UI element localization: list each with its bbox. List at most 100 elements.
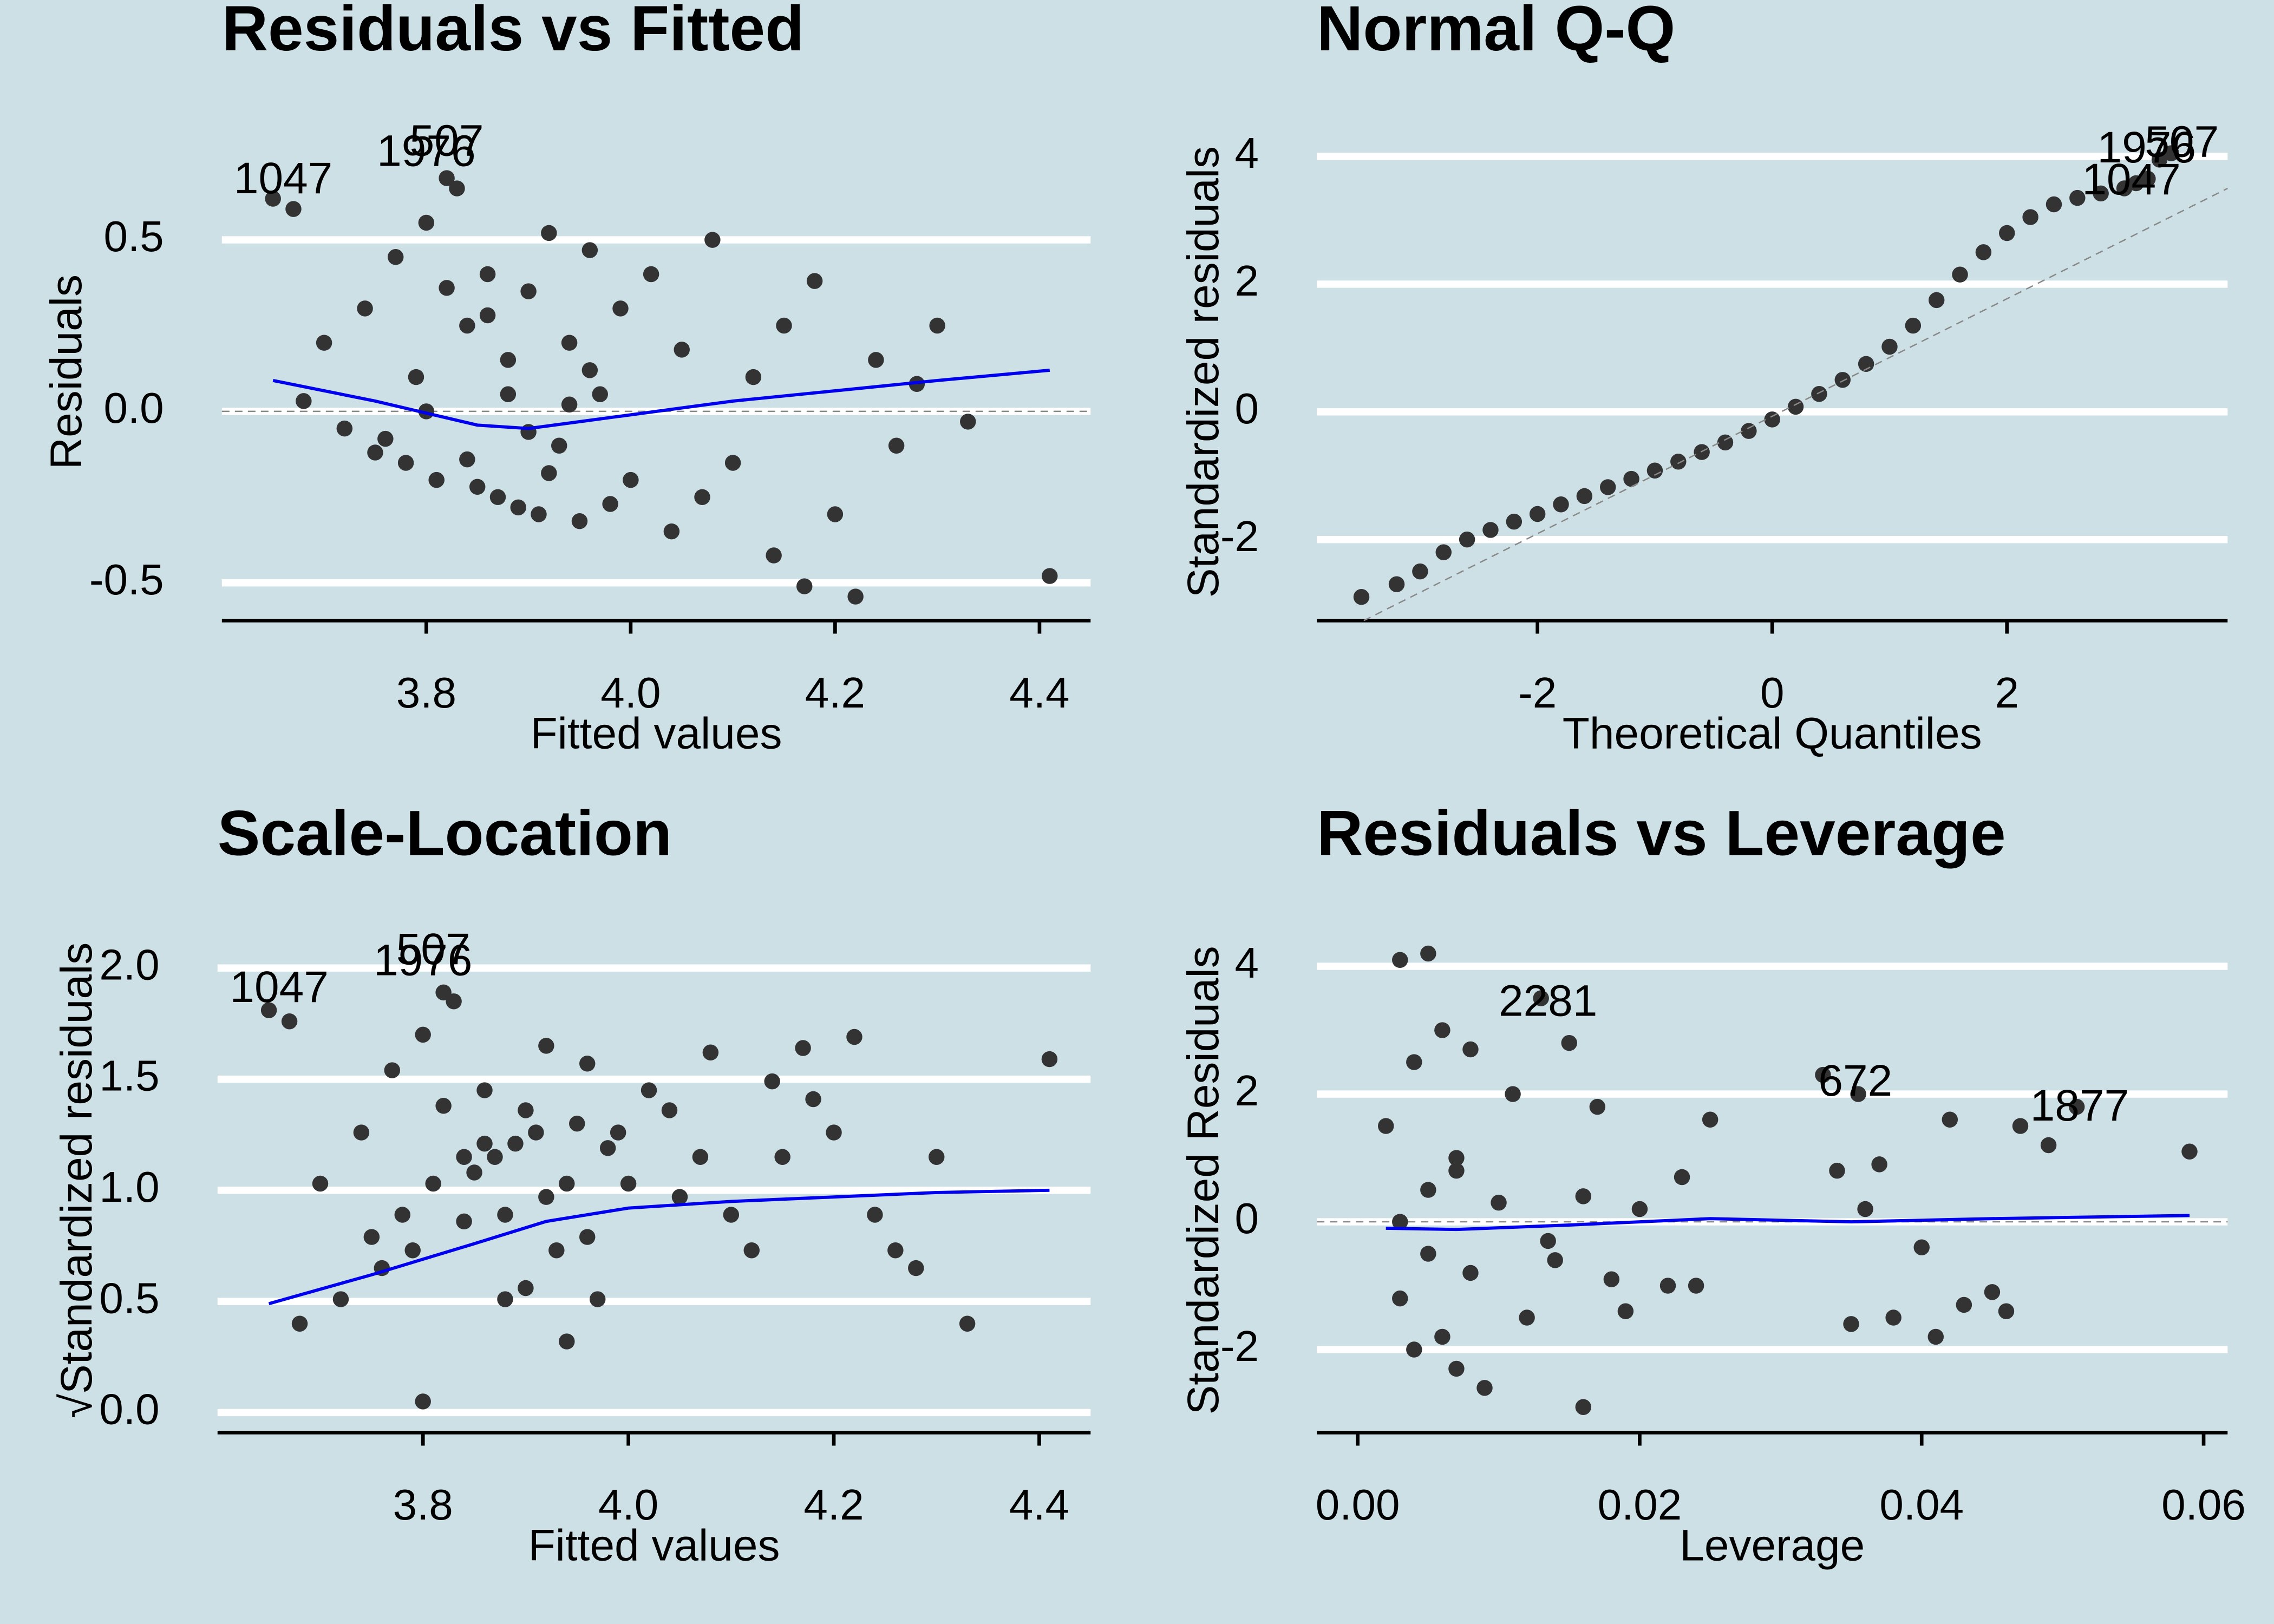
point bbox=[559, 1175, 575, 1192]
y-tick-label: -2 bbox=[1220, 512, 1259, 560]
point bbox=[1420, 945, 1436, 962]
x-tick-label: 3.8 bbox=[393, 1481, 453, 1529]
point bbox=[531, 506, 547, 522]
point bbox=[1392, 1290, 1408, 1307]
point-label: 2281 bbox=[1499, 976, 1597, 1025]
y-tick-label: 2 bbox=[1235, 1066, 1259, 1115]
x-tick-label: 0.02 bbox=[1598, 1481, 1682, 1529]
point bbox=[1434, 1328, 1450, 1345]
point-label: 1047 bbox=[2082, 155, 2180, 204]
point bbox=[456, 1213, 472, 1230]
point bbox=[776, 317, 792, 334]
point bbox=[805, 1091, 821, 1108]
point bbox=[559, 1333, 575, 1350]
y-tick-label: 0.5 bbox=[103, 212, 164, 260]
point bbox=[1984, 1284, 2001, 1300]
point bbox=[743, 1242, 760, 1259]
point bbox=[332, 1291, 349, 1307]
point-label: 672 bbox=[1818, 1056, 1892, 1105]
point bbox=[1553, 496, 1569, 513]
point bbox=[1913, 1239, 1930, 1255]
point bbox=[1476, 1380, 1493, 1396]
point bbox=[439, 280, 455, 296]
point bbox=[1392, 952, 1408, 968]
point bbox=[1388, 576, 1405, 592]
point bbox=[2012, 1118, 2029, 1134]
x-tick-label: 4.0 bbox=[600, 669, 661, 717]
point bbox=[612, 300, 629, 317]
point bbox=[1392, 1214, 1408, 1230]
y-tick-label: -0.5 bbox=[89, 555, 164, 604]
point bbox=[1787, 398, 1804, 415]
point bbox=[1999, 225, 2015, 241]
point bbox=[1688, 1278, 1704, 1294]
point bbox=[581, 362, 598, 378]
y-tick-label: 0 bbox=[1235, 384, 1259, 433]
point bbox=[579, 1056, 596, 1072]
x-axis-label: Fitted values bbox=[531, 709, 782, 758]
point bbox=[1353, 589, 1370, 605]
point bbox=[1420, 1246, 1436, 1262]
point bbox=[510, 499, 526, 516]
point bbox=[1434, 1022, 1450, 1038]
point bbox=[1843, 1316, 1859, 1332]
point bbox=[316, 335, 332, 351]
point bbox=[2069, 189, 2086, 206]
point bbox=[867, 1207, 883, 1223]
y-tick-label: 2.0 bbox=[99, 940, 159, 988]
point bbox=[541, 225, 557, 241]
point bbox=[476, 1082, 493, 1098]
point bbox=[561, 396, 578, 412]
y-axis-label: Standardized residuals bbox=[1179, 146, 1228, 598]
point bbox=[425, 1175, 441, 1192]
point bbox=[1462, 1265, 1479, 1281]
point bbox=[394, 1207, 410, 1223]
point bbox=[795, 1040, 811, 1056]
point bbox=[774, 1149, 790, 1165]
point bbox=[285, 201, 302, 217]
point bbox=[929, 317, 945, 334]
point bbox=[1529, 506, 1546, 522]
y-tick-label: -2 bbox=[1220, 1322, 1259, 1370]
x-axis-label: Theoretical Quantiles bbox=[1563, 709, 1982, 758]
point bbox=[538, 1038, 554, 1054]
point bbox=[868, 352, 884, 368]
point bbox=[1589, 1098, 1606, 1115]
point bbox=[387, 249, 404, 265]
point bbox=[1575, 1188, 1592, 1204]
point bbox=[599, 1140, 616, 1156]
point bbox=[2163, 145, 2179, 161]
point bbox=[1519, 1309, 1535, 1326]
point bbox=[497, 1291, 513, 1307]
point bbox=[520, 283, 537, 299]
point bbox=[571, 513, 588, 529]
point bbox=[312, 1175, 329, 1192]
point bbox=[2093, 185, 2109, 202]
y-tick-label: 0.5 bbox=[99, 1274, 159, 1322]
point bbox=[1670, 454, 1687, 470]
reference-line bbox=[1363, 187, 2228, 621]
point bbox=[827, 506, 844, 522]
x-tick-label: 4.4 bbox=[1009, 1481, 1069, 1529]
point bbox=[1881, 338, 1898, 355]
point bbox=[469, 479, 486, 495]
point bbox=[745, 369, 762, 385]
point bbox=[561, 335, 578, 351]
point bbox=[796, 578, 813, 594]
point bbox=[1448, 1360, 1465, 1377]
y-tick-label: 4 bbox=[1235, 939, 1259, 987]
x-tick-label: 0.06 bbox=[2161, 1481, 2246, 1529]
y-axis-label: Standardized Residuals bbox=[1179, 946, 1228, 1415]
point-label: 1976 bbox=[377, 126, 475, 175]
x-tick-label: 0.00 bbox=[1316, 1481, 1400, 1529]
point bbox=[265, 191, 281, 207]
point bbox=[548, 1242, 565, 1259]
point bbox=[2040, 1137, 2057, 1154]
y-tick-label: 4 bbox=[1235, 129, 1259, 177]
point bbox=[908, 1260, 924, 1276]
y-tick-label: 0.0 bbox=[103, 384, 164, 432]
point bbox=[1717, 434, 1734, 451]
point-label: 1047 bbox=[234, 154, 332, 203]
